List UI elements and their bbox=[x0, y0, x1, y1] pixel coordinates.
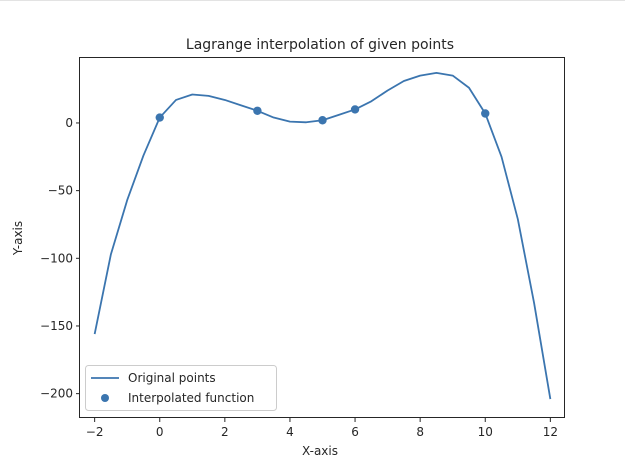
y-tick-label: −50 bbox=[48, 184, 73, 198]
scatter-point bbox=[253, 106, 262, 115]
legend: Original points Interpolated function bbox=[85, 365, 277, 411]
scatter-point bbox=[481, 109, 490, 118]
y-tick-label: −200 bbox=[40, 387, 73, 401]
x-tick-label: 4 bbox=[286, 425, 294, 439]
y-tick-label: 0 bbox=[65, 116, 73, 130]
x-tick-label: 10 bbox=[478, 425, 493, 439]
x-tick-label: 6 bbox=[351, 425, 359, 439]
legend-marker-swatch bbox=[101, 394, 109, 402]
y-tick-label: −150 bbox=[40, 319, 73, 333]
y-axis-label: Y-axis bbox=[11, 221, 25, 256]
top-divider bbox=[0, 0, 625, 1]
legend-label-interpolated-function: Interpolated function bbox=[128, 391, 254, 405]
y-axis: 0 −50 −100 −150 −200 bbox=[40, 116, 80, 401]
x-axis: −2 0 2 4 6 8 10 12 bbox=[86, 418, 558, 439]
legend-label-original-points: Original points bbox=[128, 371, 216, 385]
plot-frame bbox=[79, 57, 565, 418]
legend-box bbox=[85, 365, 277, 411]
chart-title: Lagrange interpolation of given points bbox=[186, 37, 454, 53]
x-tick-label: 2 bbox=[221, 425, 229, 439]
x-tick-label: −2 bbox=[86, 425, 104, 439]
scatter-point bbox=[350, 105, 360, 114]
x-tick-label: 12 bbox=[543, 425, 558, 439]
x-tick-label: 0 bbox=[156, 425, 164, 439]
x-axis-label: X-axis bbox=[302, 444, 338, 458]
scatter-point bbox=[155, 113, 164, 122]
scatter-point bbox=[318, 116, 327, 125]
x-tick-label: 8 bbox=[416, 425, 424, 439]
y-tick-label: −100 bbox=[40, 251, 73, 265]
